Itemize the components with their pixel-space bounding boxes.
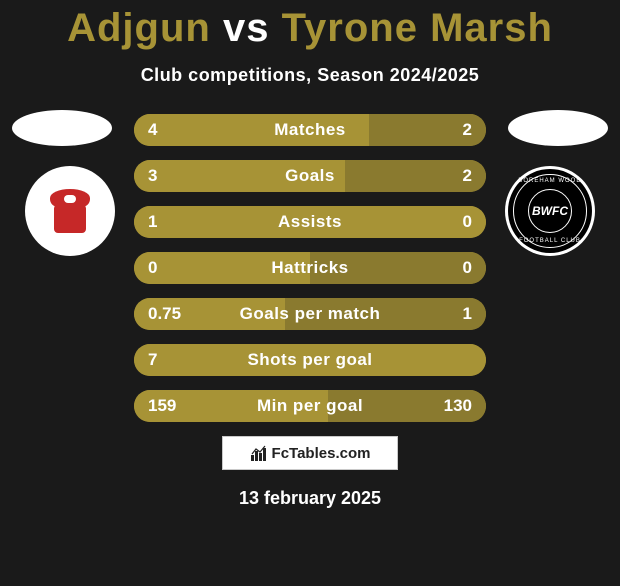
stat-value-left: 1	[148, 212, 188, 232]
stat-value-right: 1	[432, 304, 472, 324]
stat-row: 4 Matches 2	[134, 114, 486, 146]
vs-separator: vs	[223, 6, 270, 50]
stat-value-left: 4	[148, 120, 188, 140]
player2-club-badge: BOREHAM WOOD BWFC FOOTBALL CLUB	[505, 166, 595, 256]
stat-row: 7 Shots per goal	[134, 344, 486, 376]
stat-value-right: 0	[432, 258, 472, 278]
comparison-title: Adjgun vs Tyrone Marsh	[0, 6, 620, 51]
stat-value-left: 7	[148, 350, 188, 370]
bwfc-crest-icon: BOREHAM WOOD BWFC FOOTBALL CLUB	[508, 169, 592, 253]
stats-table: 4 Matches 2 3 Goals 2 1 Assists 0 0 Hattricks 0 0.75…	[134, 114, 486, 422]
stat-value-left: 3	[148, 166, 188, 186]
chart-icon	[250, 444, 268, 462]
stat-label: Shots per goal	[247, 350, 372, 370]
stat-row: 0 Hattricks 0	[134, 252, 486, 284]
stat-value-right: 0	[432, 212, 472, 232]
content-area: BOREHAM WOOD BWFC FOOTBALL CLUB 4 Matches…	[0, 114, 620, 509]
stat-label: Goals	[285, 166, 335, 186]
player1-halo	[12, 110, 112, 146]
player1-club-badge	[25, 166, 115, 256]
stat-label: Min per goal	[257, 396, 363, 416]
stat-row: 3 Goals 2	[134, 160, 486, 192]
stat-value-left: 0	[148, 258, 188, 278]
player2-halo	[508, 110, 608, 146]
stat-value-right: 2	[432, 166, 472, 186]
stat-row: 159 Min per goal 130	[134, 390, 486, 422]
season-subtitle: Club competitions, Season 2024/2025	[0, 65, 620, 86]
stat-value-right: 2	[432, 120, 472, 140]
attribution-text: FcTables.com	[272, 445, 371, 462]
stat-value-left: 159	[148, 396, 188, 416]
attribution-badge: FcTables.com	[222, 436, 398, 470]
stat-row: 1 Assists 0	[134, 206, 486, 238]
stat-label: Assists	[278, 212, 342, 232]
player1-name: Adjgun	[67, 6, 211, 50]
stat-value-left: 0.75	[148, 304, 188, 324]
snapshot-date: 13 february 2025	[0, 488, 620, 509]
stat-label: Goals per match	[240, 304, 381, 324]
stat-label: Hattricks	[271, 258, 348, 278]
stat-row: 0.75 Goals per match 1	[134, 298, 486, 330]
stat-label: Matches	[274, 120, 346, 140]
player2-name: Tyrone Marsh	[282, 6, 553, 50]
stat-value-right: 130	[432, 396, 472, 416]
tower-icon	[46, 189, 94, 233]
